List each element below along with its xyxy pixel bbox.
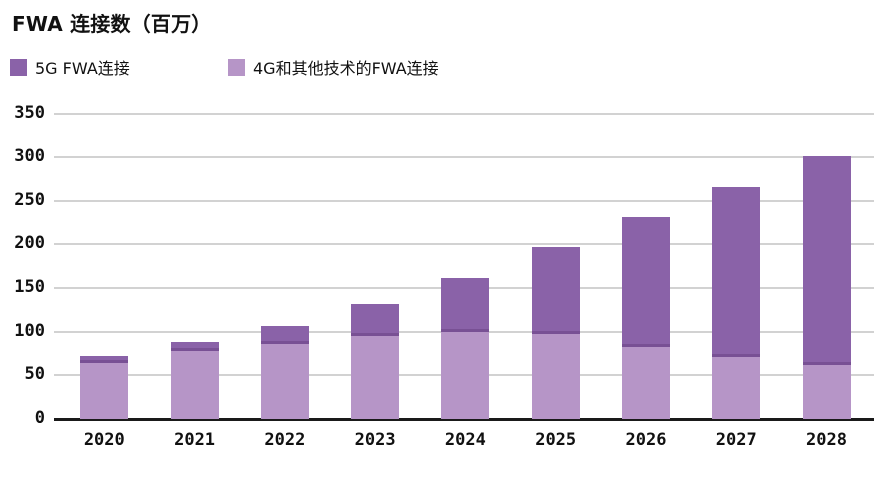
- bar-2020-4g-segment: [80, 363, 129, 419]
- y-tick-label-100: 100: [14, 320, 45, 341]
- legend-swatch-4g-icon: [228, 58, 245, 76]
- bar-2027-4g-segment: [712, 357, 761, 419]
- y-tick-label-0: 0: [34, 408, 45, 428]
- x-tick-label-2024: 2024: [444, 430, 486, 450]
- bar-2026-5g-segment: [621, 217, 670, 347]
- legend-item-4g: 4G和其他技术的FWA连接: [228, 57, 439, 78]
- chart-title: FWA 连接数（百万）: [12, 12, 212, 36]
- gridline-250: [54, 199, 874, 202]
- bar-2023-5g-segment: [351, 303, 400, 337]
- bar-2028-4g-segment: [802, 364, 851, 419]
- y-tick-label-350: 350: [14, 102, 45, 123]
- legend-swatch-5g-icon: [10, 58, 27, 76]
- y-tick-label-150: 150: [14, 277, 45, 298]
- bar-2022-5g-segment: [260, 325, 309, 344]
- x-tick-label-2022: 2022: [264, 430, 306, 450]
- x-tick-label-2027: 2027: [715, 430, 757, 450]
- x-tick-label-2028: 2028: [806, 430, 847, 450]
- bar-2024-4g-segment: [441, 331, 490, 419]
- gridline-200: [54, 243, 874, 246]
- y-tick-label-300: 300: [14, 146, 45, 167]
- bar-2021-4g-segment: [170, 350, 219, 419]
- bar-2026-4g-segment: [621, 346, 670, 419]
- bar-2023-4g-segment: [351, 336, 400, 419]
- x-tick-label-2021: 2021: [174, 430, 216, 450]
- bar-2022-4g-segment: [260, 343, 309, 419]
- legend-label-5g: 5G FWA连接: [35, 59, 130, 78]
- y-tick-label-250: 250: [14, 189, 45, 210]
- bar-2024-5g-segment: [441, 278, 490, 332]
- x-tick-label-2023: 2023: [354, 430, 396, 450]
- x-tick-label-2026: 2026: [625, 430, 667, 450]
- bar-2021-5g-segment: [170, 342, 219, 351]
- bar-2025-5g-segment: [531, 247, 580, 335]
- x-axis-line: [54, 418, 874, 421]
- bar-2025-4g-segment: [531, 334, 580, 419]
- bar-2020-5g-segment: [80, 356, 129, 364]
- legend-label-4g: 4G和其他技术的FWA连接: [253, 59, 439, 78]
- gridline-350: [54, 112, 874, 115]
- x-tick-label-2020: 2020: [83, 430, 125, 450]
- y-tick-label-50: 50: [24, 364, 45, 385]
- bar-2027-5g-segment: [712, 186, 761, 358]
- legend: 5G FWA连接 4G和其他技术的FWA连接: [0, 57, 887, 81]
- x-tick-label-2025: 2025: [535, 430, 577, 450]
- bar-2028-5g-segment: [802, 156, 851, 365]
- gridline-300: [54, 156, 874, 159]
- y-tick-label-200: 200: [14, 233, 45, 254]
- legend-item-5g: 5G FWA连接: [10, 57, 130, 78]
